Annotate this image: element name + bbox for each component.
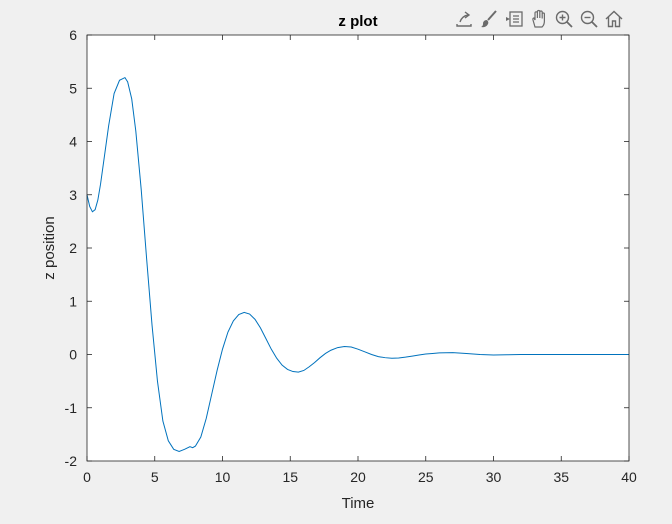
y-axis-label: z position bbox=[41, 216, 58, 279]
axes-box bbox=[86, 34, 630, 462]
zoom-out-button[interactable] bbox=[577, 7, 601, 31]
x-tick-label: 0 bbox=[83, 469, 91, 485]
x-tick-label: 40 bbox=[621, 469, 637, 485]
y-tick-label: -2 bbox=[65, 453, 78, 469]
x-tick-label: 15 bbox=[282, 469, 298, 485]
pan-hand-icon bbox=[532, 9, 545, 28]
x-axis-label: Time bbox=[342, 495, 375, 512]
brush-icon bbox=[481, 10, 497, 28]
zoom-in-button[interactable] bbox=[552, 7, 576, 31]
y-tick-label: 2 bbox=[69, 240, 77, 256]
export-button[interactable] bbox=[452, 7, 476, 31]
y-tick-label: 4 bbox=[69, 134, 77, 150]
axes-background bbox=[87, 35, 629, 461]
export-icon bbox=[456, 11, 472, 27]
zoom-in-icon bbox=[555, 10, 573, 28]
x-tick-label: 35 bbox=[553, 469, 569, 485]
y-tick-label: 5 bbox=[69, 80, 77, 96]
datatip-icon bbox=[506, 11, 523, 27]
axes-toolbar bbox=[452, 6, 626, 32]
home-button[interactable] bbox=[602, 7, 626, 31]
x-tick-label: 20 bbox=[350, 469, 366, 485]
chart-title: z plot bbox=[338, 13, 377, 30]
y-tick-label: 1 bbox=[69, 293, 77, 309]
x-tick-label: 30 bbox=[486, 469, 502, 485]
x-tick-label: 5 bbox=[151, 469, 159, 485]
y-tick-label: -1 bbox=[65, 400, 78, 416]
x-tick-label: 25 bbox=[418, 469, 434, 485]
brush-button[interactable] bbox=[477, 7, 501, 31]
y-tick-label: 6 bbox=[69, 27, 77, 43]
x-tick-label: 10 bbox=[215, 469, 231, 485]
y-tick-label: 0 bbox=[69, 347, 77, 363]
y-tick-label: 3 bbox=[69, 187, 77, 203]
ticks-layer: 0 5 10 15 20 25 30 35 40 -2 -1 0 1 2 3 4 5 6 bbox=[65, 27, 637, 485]
zoom-out-icon bbox=[580, 10, 598, 28]
datatip-button[interactable] bbox=[502, 7, 526, 31]
pan-button[interactable] bbox=[527, 7, 551, 31]
series-line bbox=[86, 76, 629, 452]
home-icon bbox=[605, 10, 623, 28]
